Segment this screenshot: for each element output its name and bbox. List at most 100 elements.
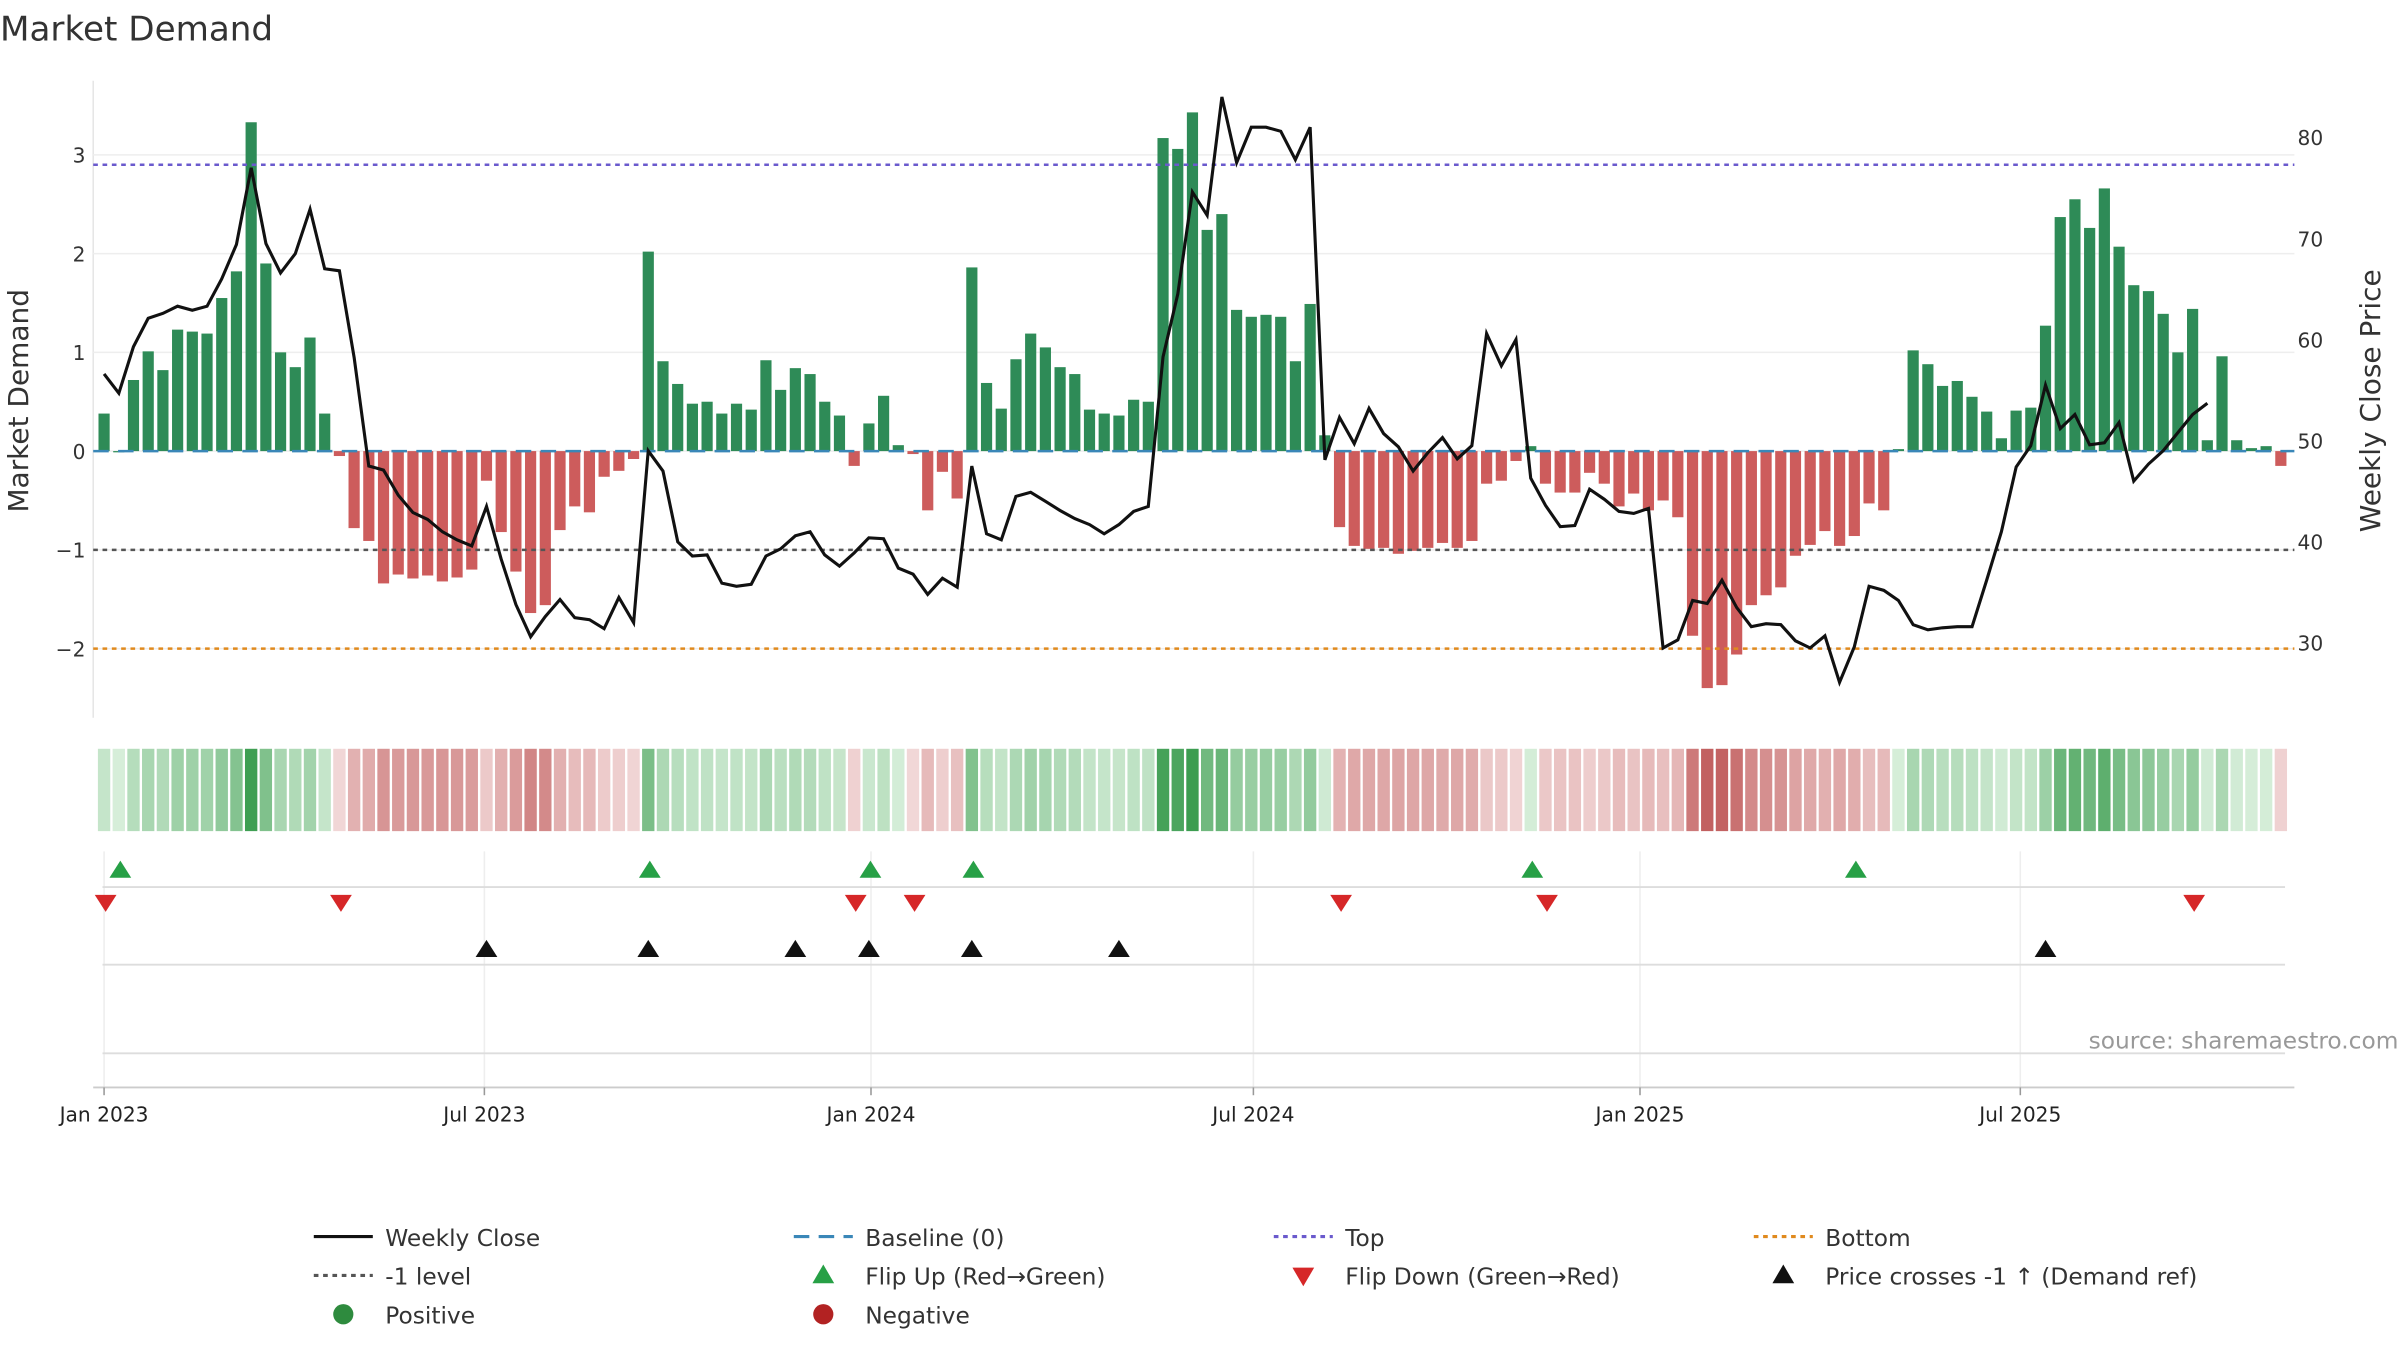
legend-swatch (333, 1304, 354, 1325)
demand-bar (1672, 451, 1684, 518)
strip-cell (1068, 748, 1081, 832)
strip-cell (1818, 748, 1832, 832)
demand-bar (392, 451, 404, 575)
strip-cell (509, 748, 523, 832)
demand-bar (172, 329, 184, 452)
demand-bar (539, 451, 551, 606)
strip-cell (1039, 748, 1052, 832)
strip-cell (789, 748, 802, 832)
strip-cell (2098, 748, 2111, 832)
demand-bar (1451, 451, 1463, 548)
strip-cell (1053, 748, 1067, 832)
strip-cell (1509, 748, 1523, 832)
legend-swatch (1292, 1267, 1315, 1287)
demand-bar (2054, 217, 2066, 452)
demand-bar (1892, 449, 1905, 452)
strip-cell (1980, 748, 1993, 832)
legend-label: Top (1344, 1225, 1384, 1252)
demand-bar (2025, 407, 2037, 452)
strip-cell (1009, 748, 1023, 832)
strip-cell (1745, 748, 1758, 832)
demand-bar (2245, 448, 2258, 452)
strip-cell (2259, 748, 2273, 832)
demand-bar (1878, 451, 1890, 511)
demand-bar (2157, 313, 2169, 452)
demand-bar (1569, 451, 1581, 493)
strip-cell (2127, 748, 2140, 832)
demand-bar (1525, 446, 1537, 452)
demand-bar (333, 451, 345, 457)
strip-cell (612, 748, 626, 832)
demand-bar (245, 122, 257, 452)
demand-bar (1039, 347, 1051, 452)
strip-cell (2274, 748, 2288, 832)
demand-bar (760, 360, 772, 452)
strip-cell (1303, 748, 1317, 832)
demand-bar (730, 403, 743, 452)
demand-bar (613, 451, 625, 471)
strip-cell (597, 748, 611, 832)
demand-bar (319, 413, 331, 452)
legend-item: Negative (813, 1303, 970, 1330)
x-tick-label: Jul 2025 (1977, 1103, 2061, 1127)
strip-cell (1142, 748, 1155, 832)
strip-cell (980, 748, 993, 832)
strip-cell (627, 748, 640, 832)
y2-tick-label: 40 (2297, 531, 2323, 555)
legend-label: Positive (385, 1303, 475, 1330)
strip-cell (1451, 748, 1464, 832)
strip-cell (200, 748, 214, 832)
legend-swatch (1772, 1264, 1795, 1284)
demand-bar (745, 409, 757, 452)
legend-item: Bottom (1753, 1225, 1911, 1252)
demand-bar (2142, 291, 2155, 452)
demand-bar (1951, 380, 1963, 452)
strip-cell (1274, 748, 1287, 832)
demand-bar (377, 451, 390, 584)
strip-cell (495, 748, 508, 832)
strip-cell (715, 748, 728, 832)
demand-bar (1025, 333, 1037, 452)
strip-cell (1406, 748, 1420, 832)
strip-cell (1171, 748, 1184, 832)
demand-bar (1745, 451, 1757, 606)
demand-bar (127, 379, 140, 452)
demand-bar (98, 413, 110, 452)
demand-bar (554, 451, 566, 531)
reference-lines (93, 163, 2295, 650)
strip-cell (1362, 748, 1376, 832)
demand-bar (2231, 440, 2243, 452)
demand-bar (1333, 451, 1346, 528)
demand-bar (1348, 451, 1360, 546)
strip-cell (127, 748, 140, 832)
demand-bar (1863, 451, 1875, 504)
legend-item: Flip Up (Red→Green) (812, 1264, 1106, 1291)
strip-cell (2171, 748, 2185, 832)
demand-bar (1966, 396, 1978, 452)
strip-cell (2157, 748, 2170, 832)
demand-bar (2084, 227, 2096, 452)
strip-cell (1715, 748, 1729, 832)
demand-bar (1392, 451, 1404, 554)
strip-cell (833, 748, 846, 832)
demand-bar (775, 389, 787, 452)
y2-tick-label: 50 (2297, 429, 2323, 453)
price-cross-marker (784, 939, 807, 957)
demand-bar (907, 451, 919, 455)
strip-cell (700, 748, 714, 832)
strip-cell (421, 748, 434, 832)
demand-bar (289, 367, 301, 452)
demand-bar (922, 451, 934, 511)
strip-cell (906, 748, 920, 832)
strip-cell (936, 748, 949, 832)
strip-cell (436, 748, 449, 832)
legend-item: Top (1273, 1225, 1385, 1252)
strip-cell (1965, 748, 1979, 832)
strip-cell (392, 748, 405, 832)
demand-bar (1686, 451, 1699, 636)
flip-down-marker (2183, 894, 2206, 912)
strip-cell (1112, 748, 1126, 832)
strip-cell (465, 748, 478, 832)
demand-bar (2260, 446, 2272, 452)
y-tick-label: 1 (73, 341, 86, 365)
